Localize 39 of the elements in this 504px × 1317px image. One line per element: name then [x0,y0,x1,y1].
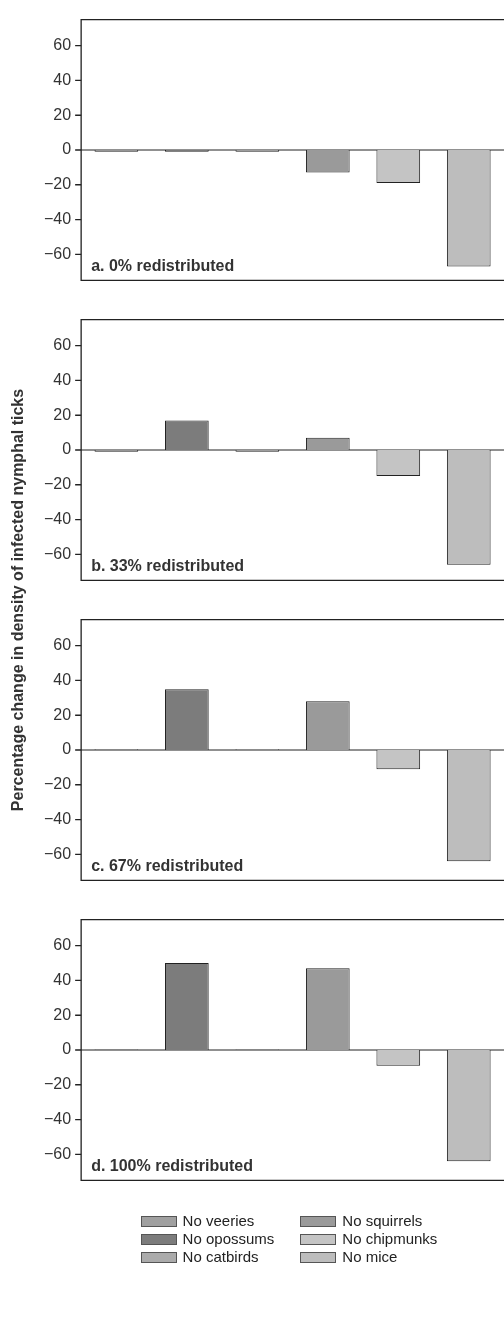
y-tick-label: 40 [53,70,72,88]
y-tick-label: −20 [44,175,72,193]
y-tick-label: 20 [53,405,72,423]
text: a. 0% redistributed [91,256,235,274]
text: d. 100% redistributed [91,1156,253,1174]
legend-label: No opossums [182,1230,275,1248]
y-tick-label: 20 [53,105,72,123]
y-tick-label: 0 [62,440,72,458]
y-tick-label: 40 [53,370,72,388]
y-tick-label: 60 [53,36,72,54]
legend-label: No catbirds [182,1248,259,1266]
y-tick-label: −40 [44,1109,72,1127]
y-tick-label: 20 [53,1005,72,1023]
y-tick-label: 60 [53,336,72,354]
y-tick-label: 60 [53,636,72,654]
y-tick-label: 20 [53,705,72,723]
y-tick-label: 0 [62,140,72,158]
legend-label: No squirrels [342,1212,423,1230]
y-tick-label: −20 [44,775,72,793]
y-axis-title: Percentage change in density of infected nymphal ticks [9,388,27,812]
y-tick-label: −40 [44,209,72,227]
y-tick-label: −60 [44,1144,72,1162]
y-tick-label: −40 [44,509,72,527]
y-tick-label: −60 [44,244,72,262]
y-tick-label: 40 [53,970,72,988]
y-tick-label: −40 [44,809,72,827]
y-tick-label: −20 [44,1075,72,1093]
text: b. 33% redistributed [91,556,245,574]
legend-label: No veeries [182,1212,255,1230]
y-tick-label: 60 [53,936,72,954]
y-tick-label: −20 [44,475,72,493]
legend-label: No mice [342,1248,398,1266]
legend-label: No chipmunks [342,1230,438,1248]
text: c. 67% redistributed [91,856,244,874]
y-tick-label: 40 [53,670,72,688]
y-tick-label: −60 [44,844,72,862]
y-tick-label: −60 [44,544,72,562]
y-tick-label: 0 [62,1040,72,1058]
y-tick-label: 0 [62,740,72,758]
